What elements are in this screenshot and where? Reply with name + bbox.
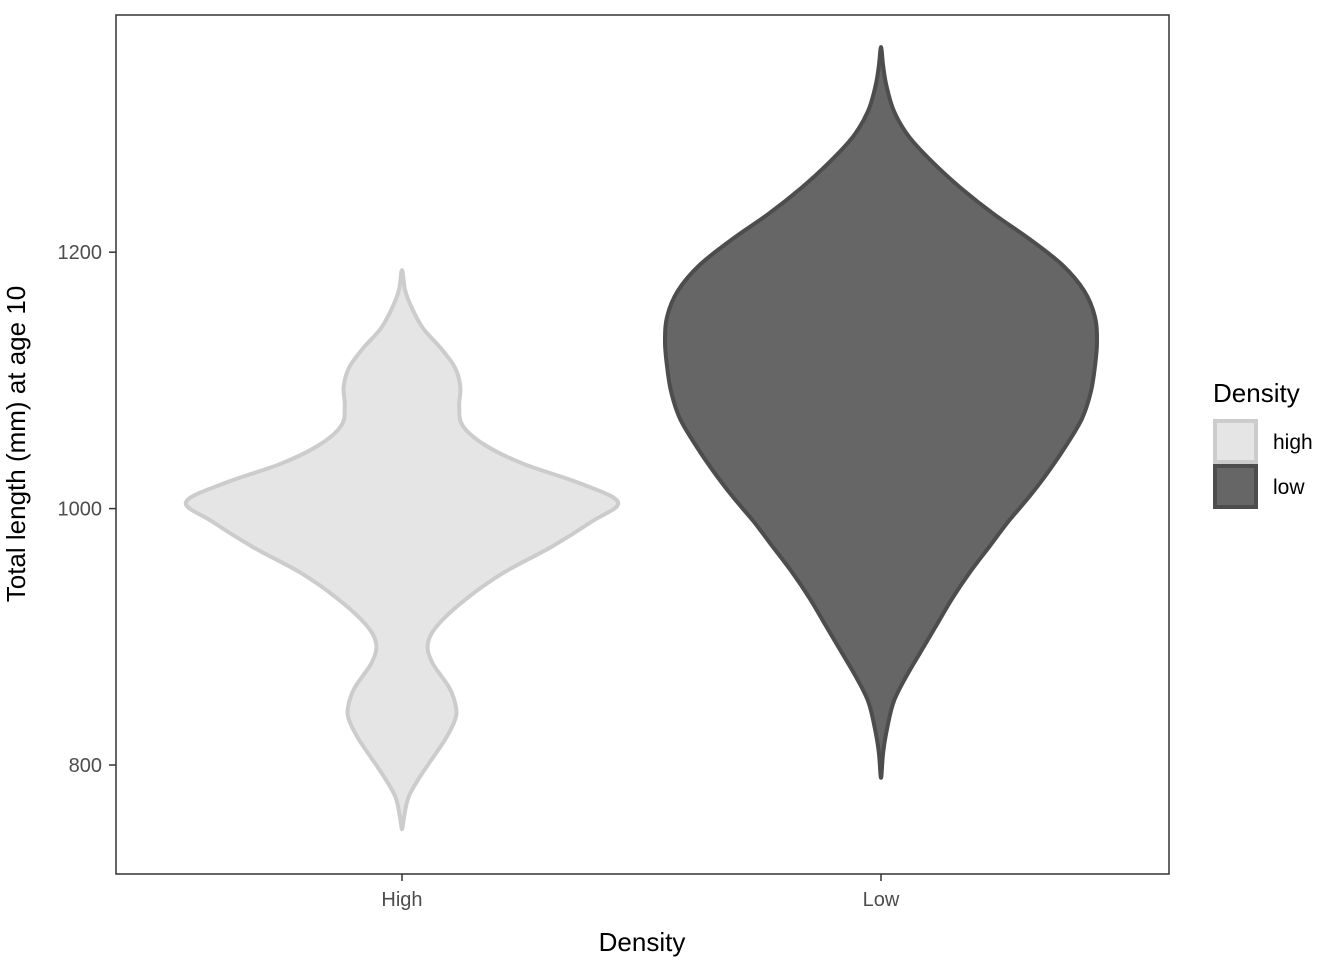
legend: Density high low — [1213, 378, 1313, 509]
y-axis-title: Total length (mm) at age 10 — [1, 286, 31, 603]
x-tick-label: High — [381, 889, 422, 911]
violin-low — [663, 45, 1099, 780]
violin-high — [183, 268, 621, 832]
legend-label-high: high — [1273, 431, 1313, 454]
x-axis-title: Density — [599, 927, 686, 957]
violin-layer — [183, 45, 1099, 832]
y-axis: 800 1000 1200 — [58, 242, 116, 777]
legend-label-low: low — [1273, 476, 1305, 499]
x-axis: High Low — [381, 874, 900, 911]
x-tick-label: Low — [863, 889, 900, 911]
legend-title: Density — [1213, 378, 1300, 408]
y-tick-label: 800 — [69, 755, 102, 777]
legend-key-low — [1213, 464, 1258, 509]
y-tick-label: 1000 — [58, 499, 103, 521]
legend-key-high — [1213, 419, 1258, 464]
y-tick-label: 1200 — [58, 242, 103, 264]
